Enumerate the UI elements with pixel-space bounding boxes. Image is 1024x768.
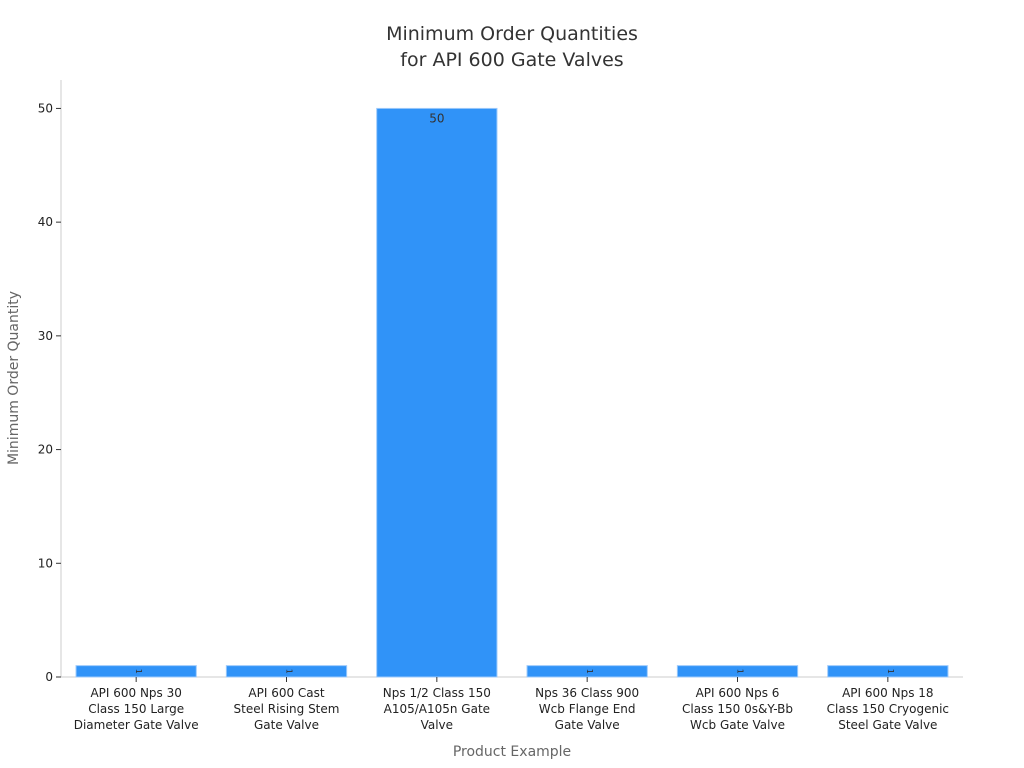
- x-tick-label: API 600 Nps 30 Class 150 Large Diameter Ga…: [74, 686, 199, 732]
- bar-value-label: 1: [585, 669, 594, 674]
- bars: [75, 107, 949, 678]
- x-tick-label-line: API 600 Nps 30: [90, 686, 181, 700]
- y-axis-label: Minimum Order Quantity: [6, 291, 22, 465]
- x-tick-label-line: Class 150 Large: [88, 702, 184, 716]
- bar-value-label: 1: [134, 669, 143, 674]
- x-tick-label: Nps 36 Class 900 Wcb Flange End Gate Valve: [535, 686, 639, 732]
- y-tick-label: 10: [38, 556, 53, 570]
- x-tick-label-line: Valve: [421, 718, 453, 732]
- x-tick-label: API 600 Nps 6 Class 150 0s&Y-Bb Wcb Gate V…: [682, 686, 793, 732]
- bar-value-label: 1: [886, 669, 895, 674]
- x-tick-label: API 600 Nps 18 Class 150 Cryogenic Steel G…: [827, 686, 949, 732]
- x-tick-label-line: API 600 Cast: [248, 686, 325, 700]
- x-tick-label-line: A105/A105n Gate: [384, 702, 490, 716]
- y-tick-label: 0: [45, 670, 53, 684]
- x-tick-label-line: Wcb Gate Valve: [690, 718, 785, 732]
- chart-title: Minimum Order Quantities for API 600 Gat…: [386, 23, 638, 71]
- x-tick-label-line: Nps 1/2 Class 150: [383, 686, 491, 700]
- x-tick-label-line: API 600 Nps 18: [842, 686, 933, 700]
- y-tick-label: 20: [38, 443, 53, 457]
- y-tick-label: 50: [38, 101, 53, 115]
- x-tick-label-line: Class 150 Cryogenic: [827, 702, 949, 716]
- x-tick-label-line: Class 150 0s&Y-Bb: [682, 702, 793, 716]
- y-axis-ticks: 0 10 20 30 40 50: [38, 101, 61, 684]
- x-tick-label-line: API 600 Nps 6: [696, 686, 780, 700]
- chart-title-line-2: for API 600 Gate Valves: [400, 49, 623, 71]
- x-tick-label-line: Gate Valve: [254, 718, 319, 732]
- bar: [376, 107, 498, 678]
- x-tick-label-line: Steel Rising Stem: [234, 702, 340, 716]
- bar-value-label: 50: [429, 111, 444, 125]
- x-tick-label: API 600 Cast Steel Rising Stem Gate Valve: [234, 686, 340, 732]
- bar-value-label: 1: [736, 669, 745, 674]
- x-tick-label-line: Nps 36 Class 900: [535, 686, 639, 700]
- x-axis-ticks: API 600 Nps 30 Class 150 Large Diameter Ga…: [74, 677, 949, 732]
- bar-value-label: 1: [285, 669, 294, 674]
- chart-title-line-1: Minimum Order Quantities: [386, 23, 638, 45]
- x-axis-label: Product Example: [453, 744, 571, 760]
- x-tick-label-line: Diameter Gate Valve: [74, 718, 199, 732]
- y-tick-label: 40: [38, 215, 53, 229]
- x-tick-label-line: Gate Valve: [555, 718, 620, 732]
- bar-value-labels: 1 1 50 1 1 1: [134, 111, 895, 673]
- y-tick-label: 30: [38, 329, 53, 343]
- x-tick-label-line: Wcb Flange End: [539, 702, 636, 716]
- x-tick-label: Nps 1/2 Class 150 A105/A105n Gate Valve: [383, 686, 491, 732]
- x-tick-label-line: Steel Gate Valve: [838, 718, 937, 732]
